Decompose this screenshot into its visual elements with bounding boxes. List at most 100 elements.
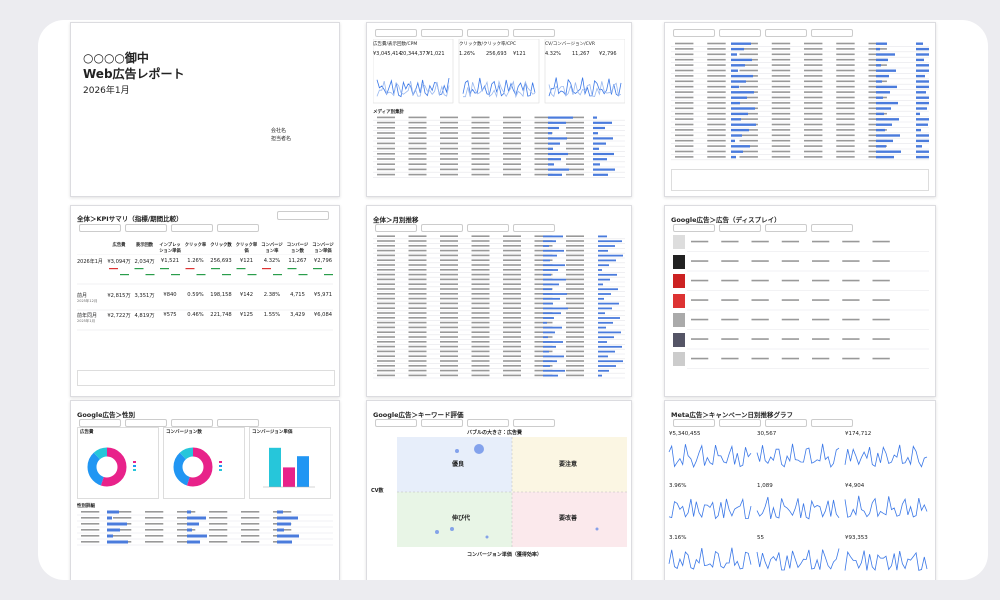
cell: 11,267 bbox=[288, 258, 307, 264]
page-title: 全体＞月別推移 bbox=[373, 216, 419, 224]
shape bbox=[408, 269, 427, 271]
shape bbox=[836, 42, 855, 45]
shape bbox=[593, 173, 608, 176]
cell: 4,819万 bbox=[134, 313, 155, 319]
shape bbox=[916, 42, 923, 45]
shape bbox=[543, 293, 567, 295]
ad-thumb bbox=[673, 254, 685, 269]
shape bbox=[781, 299, 800, 301]
shape bbox=[566, 278, 584, 281]
shape bbox=[731, 53, 737, 56]
shape bbox=[534, 142, 553, 145]
gender-page: Google広告＞性別 広告費 コンバージョン数 コンバージョン単価 性別詳細 bbox=[70, 400, 340, 580]
shape bbox=[408, 345, 427, 348]
shape bbox=[675, 118, 694, 120]
shape bbox=[534, 168, 553, 171]
shape bbox=[771, 107, 791, 110]
shape bbox=[675, 53, 694, 56]
shape bbox=[675, 139, 694, 142]
filter-box bbox=[217, 224, 259, 232]
shape bbox=[534, 158, 553, 160]
shape bbox=[262, 268, 271, 270]
shape bbox=[548, 137, 567, 140]
filter-box bbox=[375, 224, 417, 232]
shape bbox=[440, 121, 458, 124]
shape bbox=[440, 132, 458, 134]
shape bbox=[751, 299, 769, 301]
shape bbox=[185, 268, 195, 270]
shape bbox=[440, 273, 458, 276]
shape bbox=[675, 102, 694, 104]
shape bbox=[408, 147, 427, 150]
shape bbox=[408, 341, 427, 343]
shape bbox=[440, 264, 458, 266]
shape bbox=[408, 321, 427, 324]
shape bbox=[503, 240, 521, 242]
filter-box bbox=[673, 29, 715, 37]
shape bbox=[675, 75, 694, 77]
shape bbox=[209, 517, 228, 519]
shape bbox=[503, 158, 521, 160]
cell: 4.32% bbox=[263, 258, 281, 264]
kpi-summary-page: 全体＞KPIサマリ（指標/期間比較） 広告費 表示回数 インプレッション単価 クリック率… bbox=[70, 205, 340, 397]
shape bbox=[771, 64, 791, 66]
shape bbox=[731, 112, 748, 116]
shape bbox=[241, 529, 260, 531]
shape bbox=[471, 259, 490, 261]
shape bbox=[566, 158, 584, 160]
shape bbox=[377, 254, 395, 257]
shape bbox=[440, 147, 458, 150]
shape bbox=[566, 153, 584, 155]
shape bbox=[771, 75, 791, 77]
filter-box bbox=[79, 419, 121, 427]
shape bbox=[781, 318, 800, 321]
shape bbox=[751, 260, 769, 262]
shape bbox=[548, 126, 559, 130]
shape bbox=[739, 80, 758, 83]
meta-page: Meta広告＞キャンペーン日別推移グラフ ¥5,340,455 30,567 ¥174… bbox=[664, 400, 936, 580]
page-title: Google広告＞キーワード評価 bbox=[373, 411, 464, 419]
shape bbox=[440, 116, 458, 119]
y-axis-label: CV数 bbox=[371, 488, 384, 494]
shape bbox=[377, 121, 395, 124]
metric-value: ¥93,353 bbox=[845, 535, 868, 541]
shape bbox=[503, 312, 521, 314]
shape bbox=[836, 53, 855, 56]
shape bbox=[440, 355, 458, 357]
shape bbox=[804, 156, 823, 158]
shape bbox=[812, 260, 830, 262]
shape bbox=[471, 302, 490, 305]
filter-box bbox=[467, 224, 509, 232]
shape bbox=[543, 273, 551, 276]
shape bbox=[471, 127, 490, 129]
shape bbox=[377, 350, 395, 353]
shape bbox=[731, 80, 746, 83]
shape bbox=[916, 150, 929, 153]
cell: ¥142 bbox=[239, 292, 254, 298]
shape bbox=[377, 336, 395, 338]
cell: ¥2,796 bbox=[313, 258, 333, 264]
shape bbox=[836, 150, 855, 153]
shape bbox=[503, 235, 521, 237]
shape bbox=[440, 307, 458, 309]
shape bbox=[566, 307, 584, 309]
shape bbox=[440, 142, 458, 145]
shape bbox=[408, 153, 427, 155]
shape bbox=[566, 137, 584, 139]
shape bbox=[113, 529, 132, 531]
shape bbox=[781, 338, 800, 340]
shape bbox=[236, 268, 246, 270]
shape bbox=[872, 260, 890, 262]
shape bbox=[876, 134, 900, 137]
shape bbox=[691, 299, 709, 301]
shape bbox=[503, 293, 521, 295]
shape bbox=[450, 527, 454, 531]
shape bbox=[543, 321, 547, 324]
graphic bbox=[373, 39, 625, 104]
shape bbox=[408, 278, 427, 281]
shape bbox=[707, 112, 726, 115]
shape bbox=[81, 541, 100, 543]
shape bbox=[916, 64, 929, 67]
shape bbox=[916, 91, 926, 94]
shape bbox=[566, 297, 584, 300]
